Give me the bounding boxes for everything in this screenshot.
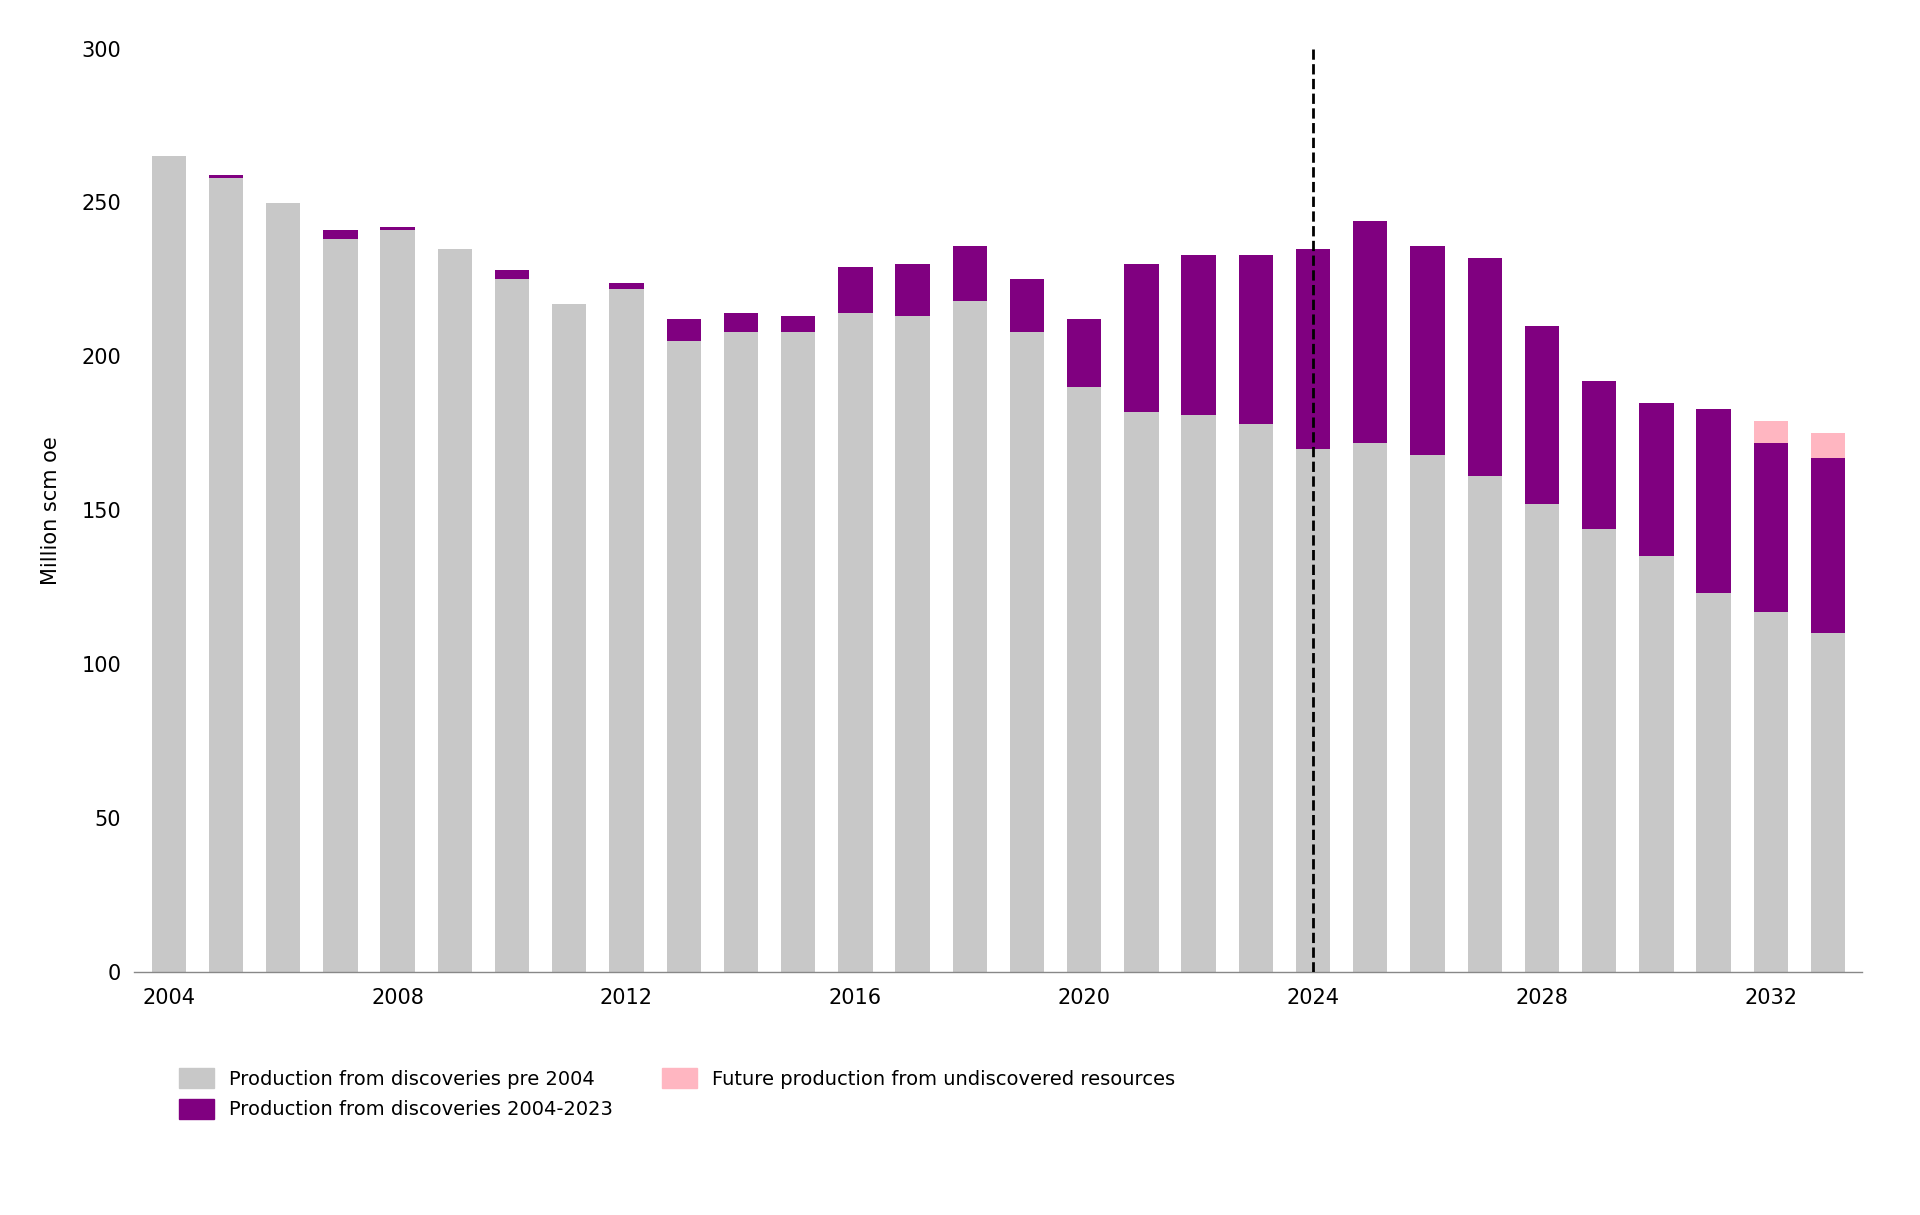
Bar — [839, 267, 872, 313]
Bar — [1524, 504, 1559, 972]
Bar — [1354, 442, 1388, 972]
Bar — [1640, 402, 1674, 556]
Bar — [1181, 255, 1215, 414]
Bar — [724, 313, 758, 332]
Bar — [209, 177, 244, 972]
Bar — [781, 332, 816, 972]
Bar — [1181, 414, 1215, 972]
Bar — [1411, 454, 1444, 972]
Bar — [1238, 424, 1273, 972]
Bar — [724, 332, 758, 972]
Bar — [1811, 633, 1845, 972]
Bar — [1125, 264, 1158, 412]
Bar — [1010, 279, 1044, 332]
Bar — [323, 230, 357, 239]
Bar — [609, 289, 643, 972]
Bar — [209, 175, 244, 177]
Bar — [1467, 258, 1501, 476]
Bar — [380, 230, 415, 972]
Bar — [1467, 476, 1501, 972]
Bar — [1068, 320, 1102, 388]
Bar — [666, 341, 701, 972]
Bar — [438, 249, 472, 972]
Bar — [895, 316, 929, 972]
Bar — [666, 320, 701, 341]
Bar — [152, 157, 186, 972]
Bar — [1582, 382, 1617, 529]
Bar — [952, 245, 987, 301]
Bar — [553, 304, 586, 972]
Bar — [1411, 245, 1444, 454]
Bar — [1753, 612, 1788, 972]
Bar — [1811, 434, 1845, 458]
Y-axis label: Million scm oe: Million scm oe — [40, 436, 61, 584]
Bar — [1296, 249, 1331, 448]
Bar — [1068, 388, 1102, 972]
Bar — [380, 227, 415, 230]
Bar — [1753, 442, 1788, 612]
Bar — [609, 283, 643, 289]
Bar — [952, 301, 987, 972]
Bar — [781, 316, 816, 332]
Bar — [1010, 332, 1044, 972]
Bar — [1125, 412, 1158, 972]
Legend: Production from discoveries pre 2004, Production from discoveries 2004-2023, Fut: Production from discoveries pre 2004, Pr… — [179, 1068, 1175, 1119]
Bar — [1524, 326, 1559, 504]
Bar — [1697, 593, 1730, 972]
Bar — [323, 239, 357, 972]
Bar — [267, 203, 300, 972]
Bar — [1640, 556, 1674, 972]
Bar — [839, 313, 872, 972]
Bar — [1697, 408, 1730, 593]
Bar — [895, 264, 929, 316]
Bar — [495, 270, 530, 279]
Bar — [495, 279, 530, 972]
Bar — [1811, 458, 1845, 633]
Bar — [1582, 529, 1617, 972]
Bar — [1753, 422, 1788, 442]
Bar — [1296, 448, 1331, 972]
Bar — [1238, 255, 1273, 424]
Bar — [1354, 221, 1388, 442]
